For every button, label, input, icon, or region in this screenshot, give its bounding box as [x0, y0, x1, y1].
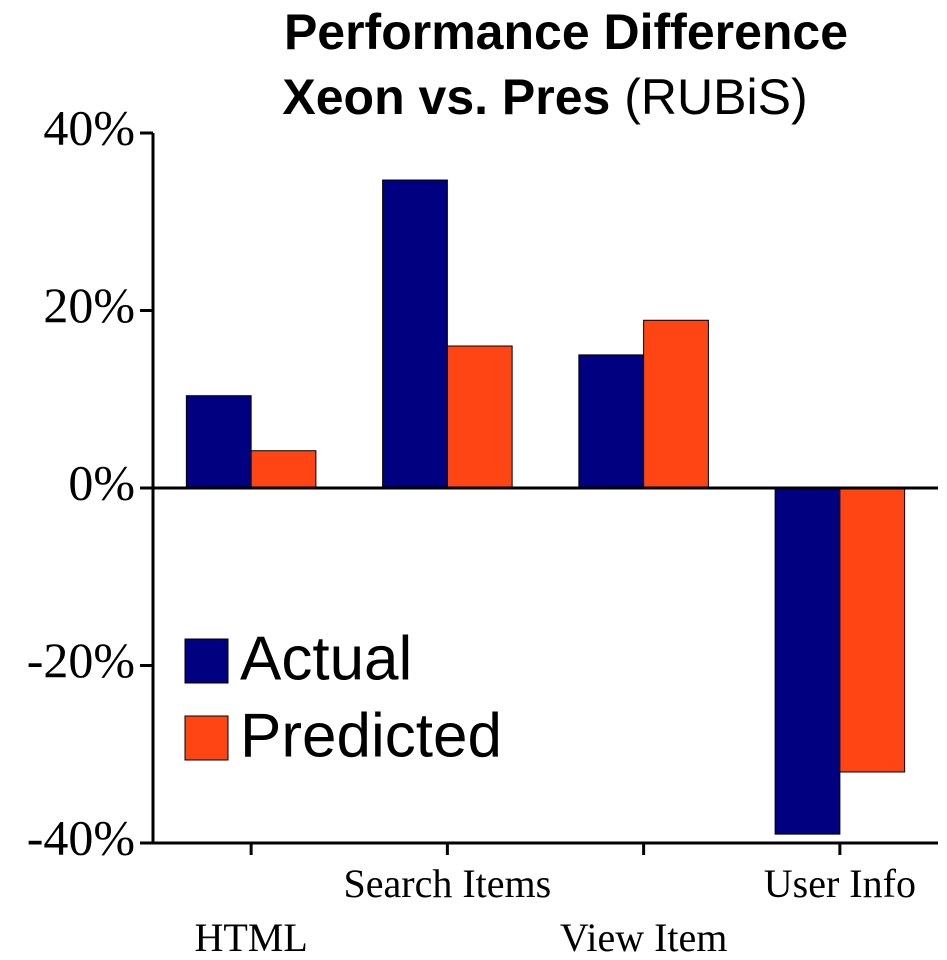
x-tick-label: User Info: [764, 861, 916, 906]
bar: [250, 450, 317, 489]
legend-swatch: [184, 715, 229, 761]
y-tick-label: 0%: [68, 454, 135, 510]
bar: [578, 354, 645, 489]
bar: [643, 319, 709, 489]
y-tick-label: -20%: [27, 632, 135, 688]
x-tick-label: View Item: [560, 915, 728, 960]
y-tick-label: 40%: [43, 99, 135, 155]
y-tick-label: -40%: [27, 809, 135, 865]
chart-subtitle: Xeon vs. Pres (RUBiS): [282, 69, 807, 125]
x-tick-label: HTML: [194, 915, 307, 960]
bar: [185, 395, 252, 489]
subtitle-note: (RUBiS): [624, 69, 807, 125]
y-tick-label: 20%: [43, 277, 135, 333]
subtitle-main: Xeon vs. Pres: [282, 69, 610, 125]
legend-label: Predicted: [240, 701, 502, 770]
legend-label: Actual: [240, 624, 412, 693]
chart-title: Performance Difference: [284, 4, 848, 60]
bar: [382, 179, 448, 489]
legend-swatch: [184, 638, 229, 684]
bar: [839, 487, 906, 773]
bar: [774, 487, 841, 835]
x-tick-label: Search Items: [344, 861, 552, 906]
bar: [446, 345, 513, 489]
